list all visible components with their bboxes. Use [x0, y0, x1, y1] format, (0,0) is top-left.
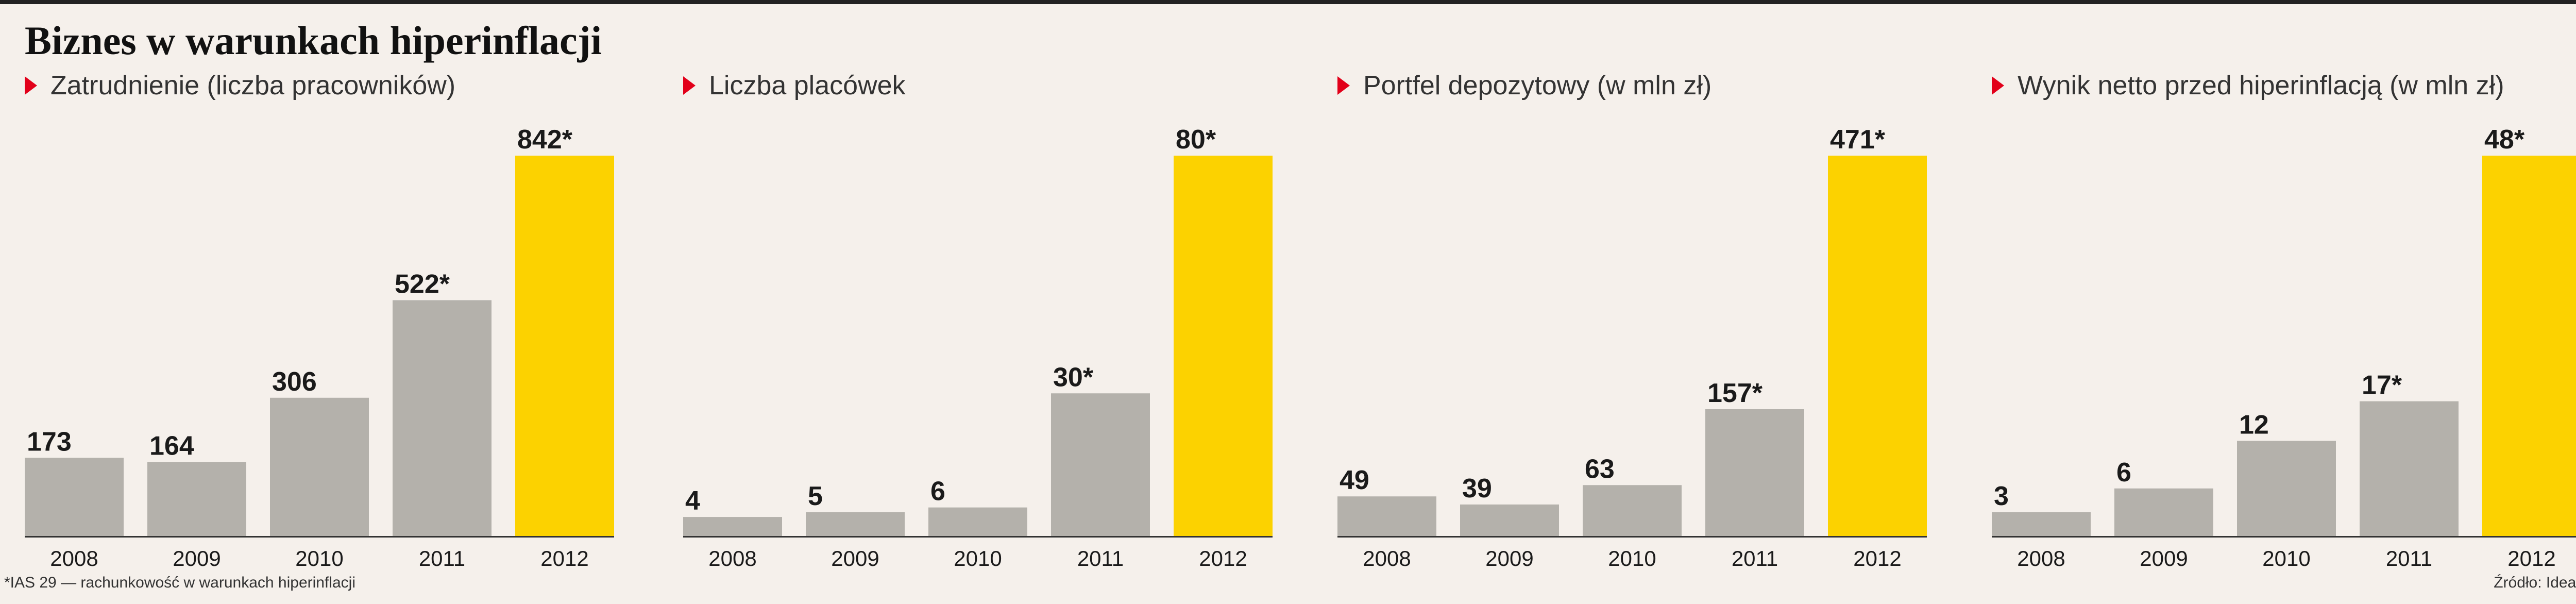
chart-subtitle-text: Wynik netto przed hiperinflacją (w mln z…	[2018, 71, 2504, 100]
tick-label: 2009	[831, 546, 879, 571]
chart-subtitle-text: Liczba placówek	[709, 71, 906, 100]
data-label: 17*	[2362, 371, 2402, 400]
top-rule	[0, 0, 2576, 4]
baseline	[1337, 536, 1927, 538]
tick-label: 2011	[1077, 546, 1124, 571]
tick-label: 2012	[540, 546, 588, 571]
bar-chart-branches: 4 2008 5 2009 6 2010 30* 2011 80* 2012	[683, 125, 1273, 571]
tick-label: 2009	[1485, 546, 1533, 571]
tick-label: 2012	[1199, 546, 1247, 571]
tick-label: 2011	[419, 546, 465, 571]
bar-2012	[2482, 156, 2576, 536]
bar-2010	[2237, 441, 2336, 536]
baseline	[683, 536, 1273, 538]
baseline	[25, 536, 614, 538]
data-label: 164	[149, 431, 194, 461]
tick-label: 2008	[1363, 546, 1411, 571]
data-label: 30*	[1053, 362, 1094, 392]
tick-label: 2010	[1608, 546, 1656, 571]
bar-2008	[25, 458, 124, 536]
tick-label: 2012	[2507, 546, 2555, 571]
chart-panel-net-result: Wynik netto przed hiperinflacją (w mln z…	[1992, 0, 2576, 604]
source-note: Źródło: Idea Bank	[2494, 574, 2576, 591]
tick-label: 2008	[50, 546, 98, 571]
tick-label: 2011	[2386, 546, 2432, 571]
data-label: 306	[272, 367, 317, 397]
bar-2011	[1051, 393, 1150, 536]
chart-subtitle: Wynik netto przed hiperinflacją (w mln z…	[1992, 72, 2504, 99]
data-label: 6	[930, 477, 945, 507]
bar-2009	[2114, 488, 2213, 536]
data-label: 5	[808, 481, 823, 511]
data-label: 4	[685, 486, 700, 516]
bar-2011	[2360, 401, 2459, 536]
tick-label: 2010	[295, 546, 343, 571]
chart-subtitle: Zatrudnienie (liczba pracowników)	[25, 72, 455, 99]
triangle-marker-icon	[25, 76, 37, 95]
page-title: Biznes w warunkach hiperinflacji	[25, 18, 602, 63]
bar-2008	[1992, 512, 2091, 536]
bar-2012	[1174, 156, 1273, 536]
tick-label: 2011	[1732, 546, 1778, 571]
bar-2008	[683, 517, 782, 536]
tick-label: 2008	[2017, 546, 2065, 571]
data-label: 842*	[517, 125, 573, 155]
bar-2012	[515, 156, 614, 536]
tick-label: 2012	[1853, 546, 1901, 571]
chart-subtitle: Liczba placówek	[683, 72, 906, 99]
bar-2009	[806, 512, 905, 536]
bar-2008	[1337, 496, 1436, 536]
bar-chart-employment: 173 2008 164 2009 306 2010 522* 2011 842* 2012	[25, 125, 614, 571]
data-label: 48*	[2484, 125, 2525, 155]
chart-panel-deposits: Portfel depozytowy (w mln zł) 49 2008 39 20…	[1337, 0, 1956, 604]
baseline	[1992, 536, 2576, 538]
bar-2011	[1705, 409, 1804, 536]
bar-chart-net-result: 3 2008 6 2009 12 2010 17* 2011 48* 2012	[1992, 125, 2576, 571]
data-label: 173	[27, 427, 72, 457]
tick-label: 2009	[173, 546, 221, 571]
tick-label: 2010	[2262, 546, 2310, 571]
chart-panel-employment: Zatrudnienie (liczba pracowników) 173 200…	[25, 0, 643, 604]
tick-label: 2010	[954, 546, 1002, 571]
data-label: 3	[1994, 481, 2009, 511]
bar-2010	[928, 507, 1027, 536]
bar-2011	[393, 300, 492, 536]
chart-subtitle-text: Zatrudnienie (liczba pracowników)	[50, 71, 456, 100]
triangle-marker-icon	[683, 76, 696, 95]
data-label: 6	[2116, 458, 2131, 488]
bar-2009	[1460, 504, 1559, 536]
data-label: 39	[1462, 474, 1492, 504]
data-label: 49	[1340, 465, 1369, 495]
bar-2012	[1828, 156, 1927, 536]
bar-2010	[270, 397, 369, 536]
chart-subtitle-text: Portfel depozytowy (w mln zł)	[1363, 71, 1712, 100]
chart-panel-branches: Liczba placówek 4 2008 5 2009 6 2010 30* 2011 80…	[683, 0, 1301, 604]
triangle-marker-icon	[1337, 76, 1350, 95]
data-label: 157*	[1707, 378, 1763, 408]
tick-label: 2008	[708, 546, 756, 571]
footnote: *IAS 29 — rachunkowość w warunkach hiper…	[4, 574, 355, 591]
tick-label: 2009	[2140, 546, 2188, 571]
bar-2009	[147, 462, 246, 536]
data-label: 63	[1585, 454, 1615, 484]
data-label: 12	[2239, 410, 2269, 440]
bar-chart-deposits: 49 2008 39 2009 63 2010 157* 2011 471* 2012	[1337, 125, 1927, 571]
data-label: 80*	[1176, 125, 1216, 155]
triangle-marker-icon	[1992, 76, 2004, 95]
data-label: 522*	[395, 269, 450, 299]
data-label: 471*	[1830, 125, 1886, 155]
chart-subtitle: Portfel depozytowy (w mln zł)	[1337, 72, 1711, 99]
bar-2010	[1583, 485, 1682, 536]
